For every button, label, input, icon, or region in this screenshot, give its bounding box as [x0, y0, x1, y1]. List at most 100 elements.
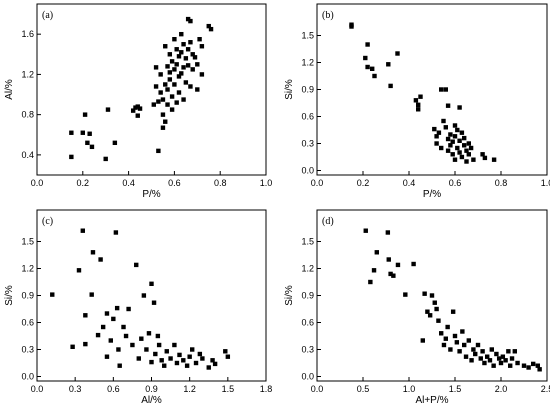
data-point: [134, 262, 139, 268]
data-point: [416, 102, 421, 107]
data-point: [114, 305, 120, 311]
data-point: [158, 90, 163, 95]
x-axis-label: Al/%: [141, 395, 162, 406]
data-point: [489, 347, 494, 352]
x-axis-label: P/%: [142, 189, 160, 200]
data-point: [155, 333, 161, 339]
data-point: [156, 342, 162, 348]
data-point: [181, 65, 186, 70]
data-point: [480, 152, 485, 157]
x-tick-label: 2.0: [495, 384, 508, 394]
x-tick-label: 0.0: [31, 384, 44, 394]
data-point: [85, 140, 90, 146]
data-point: [429, 293, 435, 298]
data-point: [498, 360, 504, 366]
data-point: [167, 70, 173, 75]
data-point: [462, 143, 467, 148]
data-point: [151, 102, 156, 107]
data-point: [434, 141, 439, 146]
data-point: [457, 349, 462, 354]
data-point: [179, 71, 184, 76]
data-point: [365, 64, 370, 70]
data-point: [445, 103, 451, 108]
data-point: [82, 112, 88, 117]
panel-label: (a): [42, 10, 53, 21]
data-point: [199, 44, 205, 49]
data-point: [455, 127, 460, 133]
data-point: [111, 316, 116, 322]
data-point: [457, 138, 462, 143]
data-point: [149, 281, 154, 286]
data-point: [197, 37, 202, 42]
x-tick-label: 0.8: [214, 178, 227, 188]
data-point: [144, 347, 149, 352]
data-point: [183, 56, 189, 61]
data-point: [176, 54, 182, 59]
data-point: [163, 82, 168, 87]
y-axis-label: Si/%: [284, 285, 295, 306]
data-point: [76, 268, 82, 273]
data-point: [206, 23, 211, 29]
plot-frame: [36, 3, 267, 176]
data-point: [133, 105, 138, 110]
x-tick-label: 0.0: [31, 178, 44, 188]
data-point: [160, 112, 166, 117]
data-point: [464, 159, 469, 164]
data-point: [422, 291, 427, 296]
data-point: [436, 130, 442, 135]
data-point: [95, 332, 101, 338]
x-axis-label: Al+P/%: [415, 395, 448, 406]
x-tick-label: 0.6: [168, 178, 181, 188]
data-point: [167, 52, 173, 57]
data-points: [69, 16, 214, 162]
data-point: [487, 358, 493, 363]
data-point: [386, 62, 391, 67]
x-tick-label: 0.4: [403, 178, 416, 188]
data-point: [89, 144, 95, 150]
data-point: [90, 250, 96, 255]
data-point: [165, 102, 170, 107]
data-point: [160, 125, 166, 130]
data-point: [158, 72, 163, 77]
data-point: [395, 262, 401, 268]
data-point: [181, 42, 186, 47]
data-point: [116, 347, 121, 352]
data-point: [149, 359, 154, 365]
data-point: [104, 311, 110, 316]
y-tick-label: 0.0: [301, 166, 314, 176]
data-point: [450, 152, 455, 157]
data-point: [130, 108, 136, 113]
data-point: [100, 324, 106, 330]
data-point: [174, 360, 180, 366]
data-point: [183, 80, 189, 85]
x-tick-label: 0.0: [311, 384, 324, 394]
data-point: [411, 261, 416, 267]
data-point: [413, 98, 419, 103]
data-point: [187, 354, 192, 359]
y-tick-label: 0.0: [21, 372, 34, 382]
data-point: [184, 363, 190, 368]
x-tick-label: 0.6: [107, 384, 120, 394]
data-point: [188, 84, 193, 89]
panel-label: (c): [42, 216, 53, 227]
data-point: [188, 18, 193, 24]
data-point: [439, 145, 444, 151]
y-tick-label: 0.4: [21, 150, 34, 160]
data-point: [448, 347, 453, 352]
scatter-panel-2: 0.0 0.2 0.4 0.6 0.8 1.0 0.0 0.3 0.6 0.9 1.2 1.5 P/% S…: [284, 3, 550, 200]
data-point: [462, 342, 467, 348]
data-point: [443, 336, 448, 341]
data-point: [403, 292, 408, 297]
data-point: [450, 139, 455, 144]
data-point: [185, 47, 191, 52]
data-point: [197, 351, 203, 357]
data-point: [496, 356, 502, 361]
data-point: [168, 356, 173, 361]
data-point: [112, 140, 118, 146]
data-point: [370, 66, 375, 71]
data-point: [83, 313, 88, 318]
data-point: [151, 300, 157, 305]
data-point: [172, 37, 177, 42]
data-point: [165, 64, 170, 69]
data-point: [135, 113, 140, 118]
